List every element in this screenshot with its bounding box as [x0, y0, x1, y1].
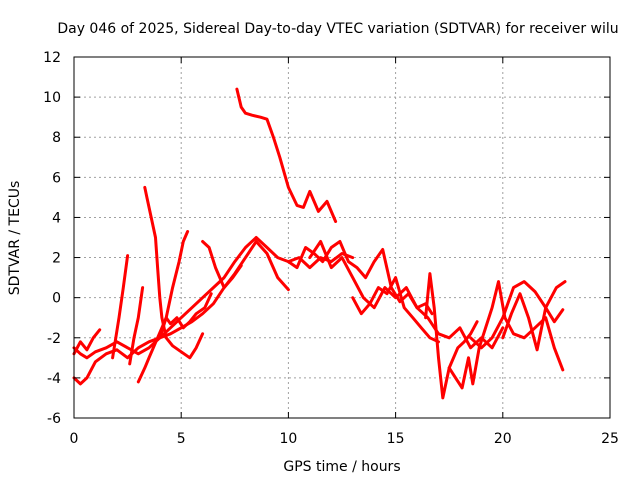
series-line-arc-14 [424, 272, 479, 400]
series-line-arc-9 [201, 240, 243, 290]
y-tick-label: -4 [47, 371, 61, 387]
series-line-arc-13 [351, 276, 440, 344]
series-line-arc-5 [136, 292, 213, 384]
x-tick-label: 25 [601, 431, 619, 447]
series-line-arc-15 [447, 280, 565, 390]
y-tick-label: 10 [43, 90, 61, 106]
series-line-arc-2 [72, 240, 290, 386]
y-tick-label: 4 [52, 210, 61, 226]
chart-title: Day 046 of 2025, Sidereal Day-to-day VTE… [57, 21, 618, 37]
ticks: 0 5 10 15 20 25 -6 -4 -2 0 2 4 6 8 10 12 [43, 50, 619, 447]
series-group [72, 87, 567, 400]
series-line-arc-8 [128, 286, 145, 366]
series-line-arc-3 [72, 328, 102, 356]
series-line-arc-10 [235, 87, 338, 223]
x-axis-label: GPS time / hours [283, 459, 400, 475]
y-axis-label: SDTVAR / TECUs [7, 181, 23, 296]
x-tick-label: 15 [387, 431, 405, 447]
x-tick-label: 0 [70, 431, 79, 447]
plot-frame [73, 56, 611, 419]
series-line-arc-7 [158, 230, 190, 340]
y-tick-label: -2 [47, 331, 61, 347]
series-line-arc-4 [111, 254, 130, 360]
y-tick-label: -6 [47, 411, 61, 427]
y-tick-label: 0 [52, 291, 61, 307]
x-tick-label: 10 [279, 431, 297, 447]
series-line-arc-6 [143, 185, 205, 360]
y-tick-label: 6 [52, 170, 61, 186]
y-tick-label: 8 [52, 130, 61, 146]
y-tick-label: 12 [43, 50, 61, 66]
y-tick-label: 2 [52, 251, 61, 267]
series-line-arc-12 [308, 240, 505, 350]
series-line-arc-1 [72, 236, 355, 360]
series-line-arc-16 [469, 280, 567, 350]
x-tick-label: 5 [177, 431, 186, 447]
series-line-arc-17 [501, 292, 565, 352]
x-tick-label: 20 [494, 431, 512, 447]
